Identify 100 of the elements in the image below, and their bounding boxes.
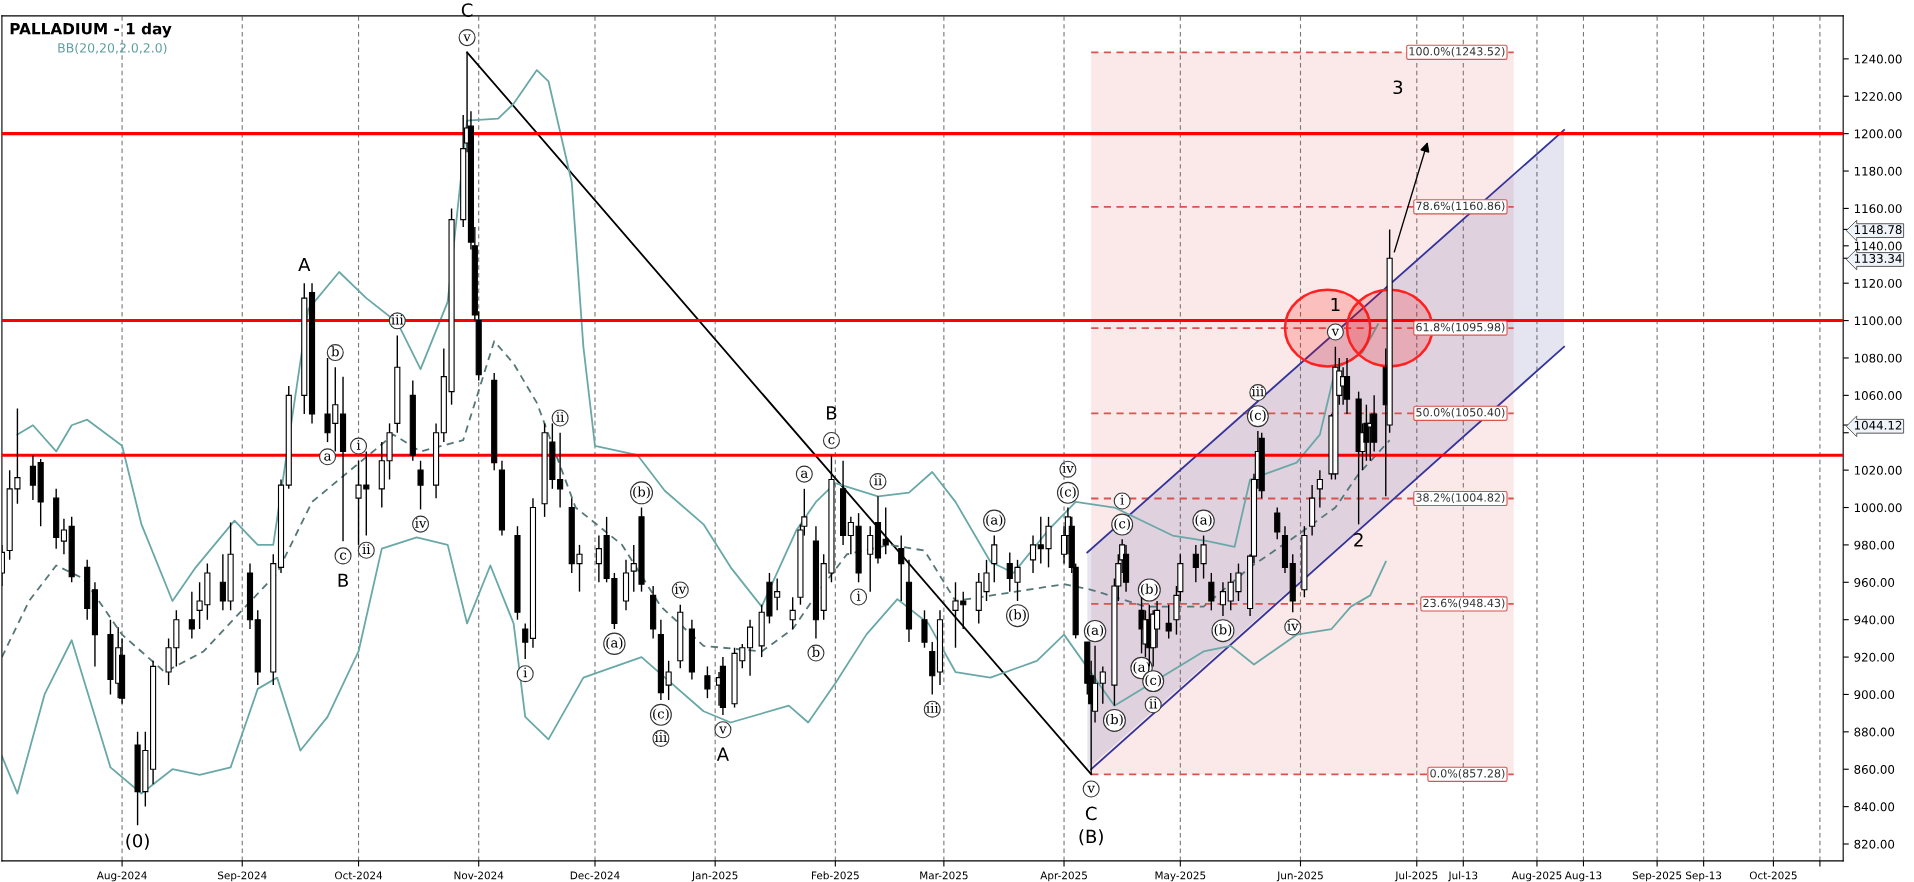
annotation: C [461,3,473,17]
candlestick [60,518,68,555]
y-tick-label: 1000.00 [1854,503,1902,513]
y-tick-label: 1180.00 [1854,166,1902,176]
annotation: (c) [1145,674,1161,687]
annotation: v [1331,328,1340,336]
annotation: iv [1062,463,1074,473]
annotation: c [340,552,347,560]
annotation: (a) [986,514,1003,527]
y-tick-label: 980.00 [1854,540,1895,550]
annotation: v [719,726,727,734]
y-tick-label: 1133.34 [1854,253,1902,263]
annotation: i [856,590,861,601]
x-tick-label: Jul-13 [1447,871,1478,882]
candlestick [898,534,905,602]
candlestick [704,665,711,699]
y-tick-label: 1060.00 [1854,391,1902,401]
series-label: 61.8%(1095.98) [1416,322,1505,333]
x-tick-label: Oct-2024 [334,871,383,880]
candlestick [1316,469,1323,509]
annotation: (b) [1214,624,1232,637]
y-tick-label: 860.00 [1854,764,1895,774]
y-tick-label: 1240.00 [1854,54,1902,64]
annotation: B [338,573,348,587]
y-tick-label: 940.00 [1854,615,1895,625]
annotation: (a) [606,637,623,650]
candlestick [991,534,998,583]
y-tick-label: 880.00 [1854,727,1895,737]
annotation: b [331,346,339,357]
annotation: iii [655,732,667,743]
annotation: (c) [1114,518,1130,531]
y-tick-label: 1120.00 [1854,278,1902,288]
candlestick [867,525,874,593]
annotation: a [324,453,332,461]
annotation: (c) [653,708,669,721]
annotation: ii [874,475,882,486]
annotation: (c) [1250,409,1266,422]
x-tick-label: Aug-2025 [1511,871,1562,882]
y-tick-label: 1148.78 [1854,225,1902,235]
annotation: iii [926,703,939,713]
annotation: iii [1252,386,1264,397]
y-tick-label: 960.00 [1854,578,1895,587]
series-label: 78.6%(1160.86) [1416,201,1505,212]
annotation: i [523,667,528,678]
candlestick [789,596,796,630]
y-tick-label: 1220.00 [1854,91,1902,101]
annotation: ii [556,411,565,422]
annotation: ii [362,544,371,554]
x-tick-label: May-2025 [1155,871,1206,882]
candlestick [1208,572,1215,612]
x-tick-label: Apr-2025 [1040,871,1087,882]
line-series [16,69,1379,608]
annotation: iii [391,314,404,325]
candlestick [522,622,529,660]
annotation: (b) [1009,609,1026,622]
candlestick [417,460,424,511]
series-label: 100.0%(1243.52) [1409,46,1505,57]
candlestick [746,618,754,677]
candlestick [1219,581,1227,617]
annotation: (b) [633,486,650,499]
x-tick-label: Jan-2025 [691,871,738,882]
annotation: A [298,257,311,272]
annotation: v [1087,785,1095,793]
annotation: b [812,646,820,657]
series-label: 0.0%(857.28) [1430,768,1505,779]
annotation: iv [674,583,687,594]
annotation: 1 [1331,297,1340,312]
annotation: c [828,437,835,445]
annotation: C (B) [1079,806,1103,846]
annotation: v [463,34,471,42]
y-tick-label: 1100.00 [1854,316,1902,326]
series-label: 23.6%(948.43) [1423,598,1505,609]
annotation: A [716,747,729,761]
x-tick-label: Jul-2025 [1394,871,1438,882]
x-tick-label: Aug-2024 [96,871,147,882]
candlestick [1099,665,1106,705]
candlestick [1274,506,1281,540]
x-tick-label: Nov-2024 [454,871,504,880]
x-tick-label: Sep-2024 [217,871,267,882]
y-tick-label: 1080.00 [1854,353,1902,363]
annotation: BB(20,20,2.0,2.0) [58,42,167,55]
candlestick [29,454,36,501]
annotation: (c) [1060,486,1076,499]
x-tick-label: Jun-2025 [1276,871,1323,882]
series-label: 38.2%(1004.82) [1416,493,1505,504]
candlestick [188,590,195,640]
y-tick-label: 900.00 [1854,690,1895,700]
y-tick-label: 920.00 [1854,652,1895,662]
candlestick [1029,534,1037,574]
y-tick-label: 1140.00 [1854,241,1902,251]
x-tick-label: Mar-2025 [920,871,968,880]
annotation: iv [1287,620,1299,631]
y-tick-label: 1200.00 [1854,129,1902,139]
candlestick [1165,604,1172,640]
annotation: a [801,470,808,478]
annotation: (a) [1195,514,1212,527]
x-tick-label: Sep-13 [1686,871,1722,882]
x-tick-label: Oct-2025 [1749,871,1797,880]
annotation: ii [1149,698,1158,709]
chart-title: PALLADIUM - 1 day [10,22,172,38]
